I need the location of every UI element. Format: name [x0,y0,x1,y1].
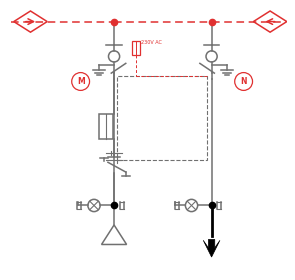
Text: M: M [77,77,84,86]
Bar [132,41,140,55]
Bar [99,113,113,139]
Polygon shape [203,239,220,257]
Bar [117,76,207,160]
Text: N: N [240,77,247,86]
Text: 230V AC: 230V AC [141,40,162,45]
